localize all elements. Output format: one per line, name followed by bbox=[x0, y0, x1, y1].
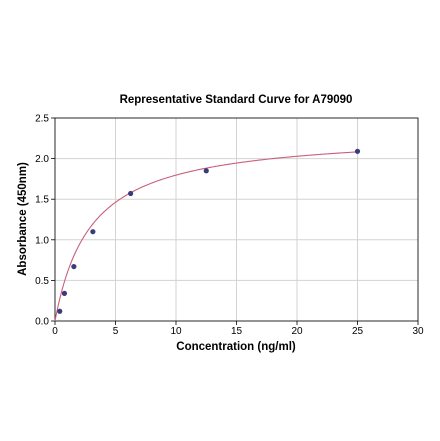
gridlines bbox=[54, 117, 419, 322]
x-tick-label: 15 bbox=[231, 326, 243, 337]
data-point bbox=[354, 148, 361, 154]
data-point bbox=[61, 290, 68, 296]
fit-curve-layer bbox=[54, 151, 358, 322]
x-tick-label: 10 bbox=[170, 326, 182, 337]
data-point bbox=[90, 229, 96, 235]
fit-curve bbox=[54, 151, 358, 322]
axis-ticks: 0 5 10 15 20 25 30 0.0 0.5 1.0 1.5 2.0 2.5 bbox=[35, 114, 424, 338]
y-tick-label: 2.5 bbox=[35, 114, 49, 125]
x-tick-label: 5 bbox=[113, 326, 119, 337]
x-tick-label: 25 bbox=[352, 326, 364, 337]
y-tick-label: 1.0 bbox=[35, 235, 49, 246]
y-tick-label: 0.5 bbox=[35, 276, 49, 287]
data-point bbox=[57, 308, 63, 314]
x-axis-label: Concentration (ng/ml) bbox=[176, 341, 296, 353]
y-tick-label: 0.0 bbox=[35, 317, 49, 328]
x-tick-label: 20 bbox=[291, 326, 303, 337]
data-points bbox=[57, 148, 361, 314]
data-point bbox=[203, 168, 209, 174]
data-point bbox=[128, 190, 134, 197]
y-axis-label: Absorbance (450nm) bbox=[17, 162, 29, 276]
x-tick-label: 30 bbox=[412, 326, 424, 337]
chart-title: Representative Standard Curve for A79090 bbox=[120, 94, 353, 106]
x-tick-label: 0 bbox=[52, 326, 58, 337]
data-point bbox=[71, 263, 77, 270]
y-tick-label: 1.5 bbox=[35, 195, 49, 206]
y-tick-label: 2.0 bbox=[35, 154, 49, 165]
